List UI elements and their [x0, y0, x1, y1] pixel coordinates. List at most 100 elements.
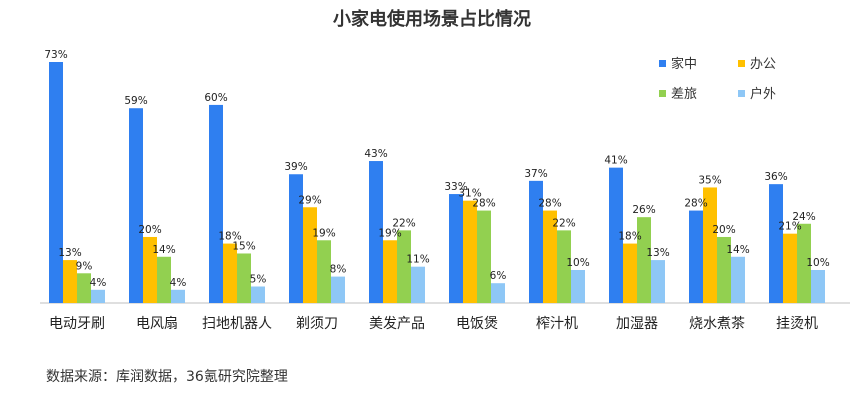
- bar-9-1: [783, 233, 797, 303]
- value-label-2-2: 15%: [232, 240, 255, 252]
- category-label-4: 美发产品: [369, 316, 425, 332]
- legend-swatch-2: [659, 90, 666, 97]
- bar-0-1: [63, 260, 77, 303]
- bar-1-1: [143, 236, 157, 303]
- bar-3-1: [303, 207, 317, 303]
- value-label-9-2: 24%: [792, 211, 815, 223]
- source-note: 数据来源：库润数据，36氪研究院整理: [46, 369, 288, 385]
- value-label-2-0: 60%: [204, 92, 227, 104]
- bar-7-3: [651, 260, 665, 303]
- bar-7-2: [637, 217, 651, 303]
- chart-title: 小家电使用场景占比情况: [333, 8, 531, 30]
- bar-1-0: [129, 108, 143, 303]
- bar-2-1: [223, 243, 237, 303]
- category-label-5: 电饭煲: [456, 315, 498, 332]
- bar-6-2: [557, 230, 571, 303]
- value-label-9-3: 10%: [806, 257, 829, 269]
- bar-1-3: [171, 289, 185, 303]
- bar-5-1: [463, 200, 477, 303]
- bar-8-1: [703, 187, 717, 303]
- bar-5-3: [491, 283, 505, 303]
- value-label-0-0: 73%: [44, 49, 67, 61]
- legend-label-1: 办公: [750, 57, 776, 72]
- bar-3-3: [331, 276, 345, 303]
- value-label-6-3: 10%: [566, 257, 589, 269]
- bar-5-2: [477, 210, 491, 303]
- bar-9-0: [769, 184, 783, 303]
- value-label-2-1: 18%: [218, 231, 241, 243]
- bar-7-0: [609, 167, 623, 303]
- category-label-1: 电风扇: [136, 316, 178, 332]
- value-label-3-1: 29%: [298, 194, 321, 206]
- bars-layer: [49, 62, 825, 303]
- bar-8-2: [717, 236, 731, 303]
- legend-label-3: 户外: [750, 86, 776, 102]
- bar-4-1: [383, 240, 397, 303]
- value-label-8-2: 20%: [712, 224, 735, 236]
- bar-7-1: [623, 243, 637, 303]
- value-label-7-2: 26%: [632, 204, 655, 216]
- value-label-7-1: 18%: [618, 231, 641, 243]
- value-label-7-0: 41%: [604, 155, 627, 167]
- bar-4-0: [369, 161, 383, 303]
- bar-0-2: [77, 273, 91, 303]
- value-label-7-3: 13%: [646, 247, 669, 259]
- value-label-3-0: 39%: [284, 161, 307, 173]
- bar-6-1: [543, 210, 557, 303]
- bar-0-3: [91, 289, 105, 303]
- value-label-8-0: 28%: [684, 198, 707, 210]
- value-label-8-1: 35%: [698, 174, 721, 186]
- bar-9-3: [811, 269, 825, 303]
- value-label-2-3: 5%: [250, 273, 267, 285]
- category-label-2: 扫地机器人: [202, 316, 272, 332]
- bar-8-0: [689, 210, 703, 303]
- value-label-1-3: 4%: [170, 277, 187, 289]
- value-label-9-1: 21%: [778, 221, 801, 233]
- value-label-6-0: 37%: [524, 168, 547, 180]
- bar-4-2: [397, 230, 411, 303]
- bar-8-3: [731, 256, 745, 303]
- bar-3-0: [289, 174, 303, 303]
- value-label-4-2: 22%: [392, 217, 415, 229]
- category-label-6: 榨汁机: [536, 315, 578, 332]
- value-label-1-1: 20%: [138, 224, 161, 236]
- category-label-3: 剃须刀: [296, 316, 338, 332]
- value-label-5-3: 6%: [490, 270, 507, 282]
- legend-label-0: 家中: [671, 56, 697, 72]
- category-label-0: 电动牙刷: [49, 316, 105, 332]
- bar-0-0: [49, 62, 63, 303]
- legend-swatch-1: [738, 60, 745, 67]
- bar-5-0: [449, 194, 463, 303]
- value-label-6-2: 22%: [552, 217, 575, 229]
- value-labels-layer: 73%13%9%4%59%20%14%4%60%18%15%5%39%29%19…: [44, 49, 829, 289]
- legend-swatch-3: [738, 90, 745, 97]
- category-label-7: 加湿器: [616, 316, 658, 332]
- value-label-4-0: 43%: [364, 148, 387, 160]
- value-label-4-3: 11%: [406, 254, 429, 266]
- value-label-4-1: 19%: [378, 227, 401, 239]
- value-label-3-2: 19%: [312, 227, 335, 239]
- value-label-0-1: 13%: [58, 247, 81, 259]
- value-label-9-0: 36%: [764, 171, 787, 183]
- value-label-8-3: 14%: [726, 244, 749, 256]
- bar-4-3: [411, 266, 425, 303]
- value-label-5-2: 28%: [472, 198, 495, 210]
- bar-3-2: [317, 240, 331, 303]
- category-label-8: 烧水煮茶: [689, 316, 745, 332]
- bar-2-0: [209, 104, 223, 303]
- bar-2-2: [237, 253, 251, 303]
- value-label-6-1: 28%: [538, 198, 561, 210]
- value-label-0-3: 4%: [90, 277, 107, 289]
- bar-1-2: [157, 256, 171, 303]
- bar-9-2: [797, 223, 811, 303]
- value-label-5-1: 31%: [458, 188, 481, 200]
- value-label-0-2: 9%: [76, 260, 93, 272]
- category-label-9: 挂烫机: [776, 316, 818, 332]
- value-label-3-3: 8%: [330, 264, 347, 276]
- bar-6-0: [529, 180, 543, 303]
- legend-swatch-0: [659, 60, 666, 67]
- bar-2-3: [251, 286, 265, 303]
